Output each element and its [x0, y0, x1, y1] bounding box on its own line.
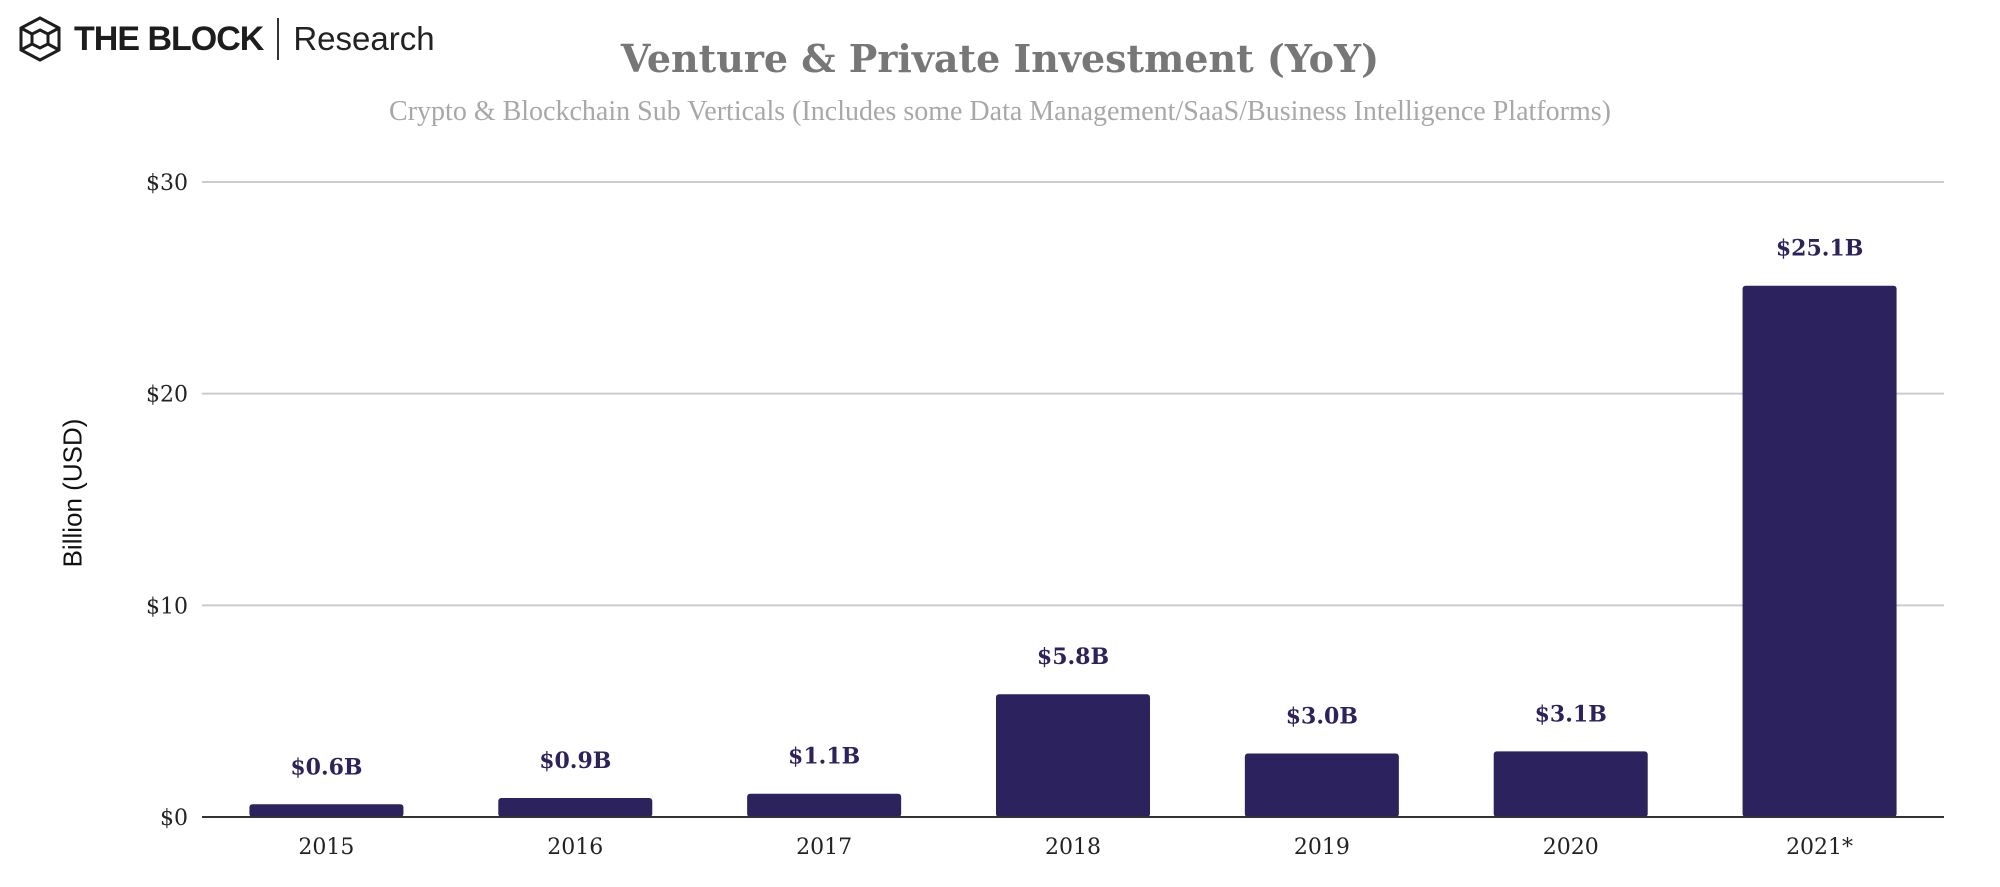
- bar-2021*: [1742, 285, 1897, 817]
- y-tick-label: $20: [146, 383, 188, 408]
- logo-divider: [277, 18, 280, 60]
- chart-subtitle: Crypto & Blockchain Sub Verticals (Inclu…: [389, 96, 1611, 127]
- bar-2016: [498, 797, 653, 817]
- x-tick-label: 2020: [1543, 835, 1599, 860]
- y-tick-label: $0: [160, 806, 188, 831]
- data-label: $0.6B: [290, 754, 362, 780]
- y-tick-label: $10: [146, 594, 188, 619]
- data-label: $3.1B: [1535, 701, 1607, 727]
- data-label: $1.1B: [788, 744, 860, 770]
- x-tick-label: 2018: [1045, 835, 1101, 860]
- the-block-logo: THE BLOCK Research: [18, 14, 435, 64]
- bar-2017: [747, 793, 902, 817]
- x-tick-label: 2016: [547, 835, 603, 860]
- data-label: $25.1B: [1776, 236, 1863, 262]
- bar-2018: [996, 694, 1150, 817]
- data-label: $5.8B: [1037, 644, 1109, 670]
- chart-title: Venture & Private Investment (YoY): [620, 36, 1380, 81]
- x-tick-label: 2019: [1294, 835, 1350, 860]
- data-label: $3.0B: [1286, 704, 1358, 730]
- x-tick-label: 2021*: [1786, 835, 1853, 860]
- data-label: $0.9B: [539, 748, 611, 774]
- cube-logo-icon: [19, 16, 61, 62]
- logo-brand: THE BLOCK: [74, 19, 264, 58]
- bar-2015: [249, 804, 404, 817]
- x-tick-label: 2015: [298, 835, 354, 860]
- x-tick-label: 2017: [796, 835, 852, 860]
- bar-2020: [1493, 751, 1648, 817]
- logo-subtitle: Research: [293, 20, 435, 57]
- y-tick-label: $30: [146, 171, 188, 196]
- bar-2019: [1244, 753, 1399, 817]
